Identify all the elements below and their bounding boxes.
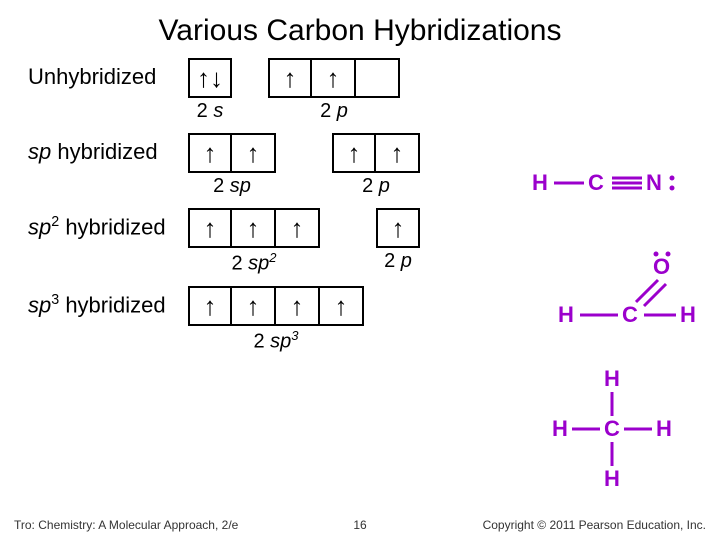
- orbital-box: ↑: [376, 133, 420, 173]
- orbital-box: ↑↓: [188, 58, 232, 98]
- orbital-line: ↑↓2 s↑↑2 p: [188, 58, 400, 123]
- row-label: sp3 hybridized: [28, 286, 188, 318]
- orbital-line: ↑↑↑2 sp2↑2 p: [188, 208, 420, 276]
- group-label: 2 p: [362, 175, 390, 198]
- svg-text:H: H: [604, 366, 620, 391]
- orbital-box: ↑: [332, 133, 376, 173]
- page-title: Various Carbon Hybridizations: [0, 0, 720, 48]
- svg-text:C: C: [622, 302, 638, 327]
- row-label: sp hybridized: [28, 133, 188, 165]
- row-label: Unhybridized: [28, 58, 188, 90]
- orbital-group: ↑↑2 p: [268, 58, 400, 123]
- orbital-boxes: ↑↑↑↑: [188, 286, 364, 326]
- svg-text:H: H: [558, 302, 574, 327]
- svg-text:O: O: [653, 254, 670, 279]
- orbital-group: ↑2 p: [376, 208, 420, 273]
- group-label: 2 sp3: [253, 328, 298, 354]
- orbital-box: ↑: [276, 208, 320, 248]
- orbital-group: ↑↑2 sp: [188, 133, 276, 198]
- orbital-box: ↑: [188, 286, 232, 326]
- svg-text:H: H: [552, 416, 568, 441]
- molecule-ch4: H C H H H: [544, 366, 694, 496]
- svg-text:C: C: [604, 416, 620, 441]
- row-label: sp2 hybridized: [28, 208, 188, 240]
- orbital-box: ↑: [268, 58, 312, 98]
- molecule-h2co: O C H H: [540, 244, 710, 334]
- orbital-box: ↑: [276, 286, 320, 326]
- svg-text:H: H: [532, 170, 548, 195]
- molecule-hcn: H C N: [528, 168, 708, 202]
- orbital-box: ↑: [232, 208, 276, 248]
- orbital-box: ↑: [188, 208, 232, 248]
- orbital-box: [356, 58, 400, 98]
- group-label: 2 p: [384, 250, 412, 273]
- orbital-boxes: ↑↑: [188, 133, 276, 173]
- orbital-boxes: ↑↑↑: [188, 208, 320, 248]
- orbital-row: Unhybridized↑↓2 s↑↑2 p: [28, 58, 720, 123]
- svg-text:C: C: [588, 170, 604, 195]
- orbital-boxes: ↑↑: [332, 133, 420, 173]
- svg-text:H: H: [656, 416, 672, 441]
- orbital-box: ↑: [376, 208, 420, 248]
- svg-text:N: N: [646, 170, 662, 195]
- orbital-group: ↑↓2 s: [188, 58, 232, 123]
- svg-text:H: H: [604, 466, 620, 491]
- orbital-boxes: ↑: [376, 208, 420, 248]
- group-label: 2 s: [197, 100, 224, 123]
- orbital-box: ↑: [232, 286, 276, 326]
- orbital-box: ↑: [320, 286, 364, 326]
- group-label: 2 sp2: [231, 250, 276, 276]
- group-label: 2 sp: [213, 175, 251, 198]
- svg-text:H: H: [680, 302, 696, 327]
- orbital-line: ↑↑2 sp↑↑2 p: [188, 133, 420, 198]
- orbital-group: ↑↑2 p: [332, 133, 420, 198]
- orbital-boxes: ↑↑: [268, 58, 400, 98]
- orbital-box: ↑: [188, 133, 232, 173]
- orbital-box: ↑: [232, 133, 276, 173]
- orbital-boxes: ↑↓: [188, 58, 232, 98]
- page-number: 16: [0, 518, 720, 532]
- orbital-group: ↑↑↑2 sp2: [188, 208, 320, 276]
- orbital-group: ↑↑↑↑2 sp3: [188, 286, 364, 354]
- group-label: 2 p: [320, 100, 348, 123]
- orbital-box: ↑: [312, 58, 356, 98]
- orbital-line: ↑↑↑↑2 sp3: [188, 286, 364, 354]
